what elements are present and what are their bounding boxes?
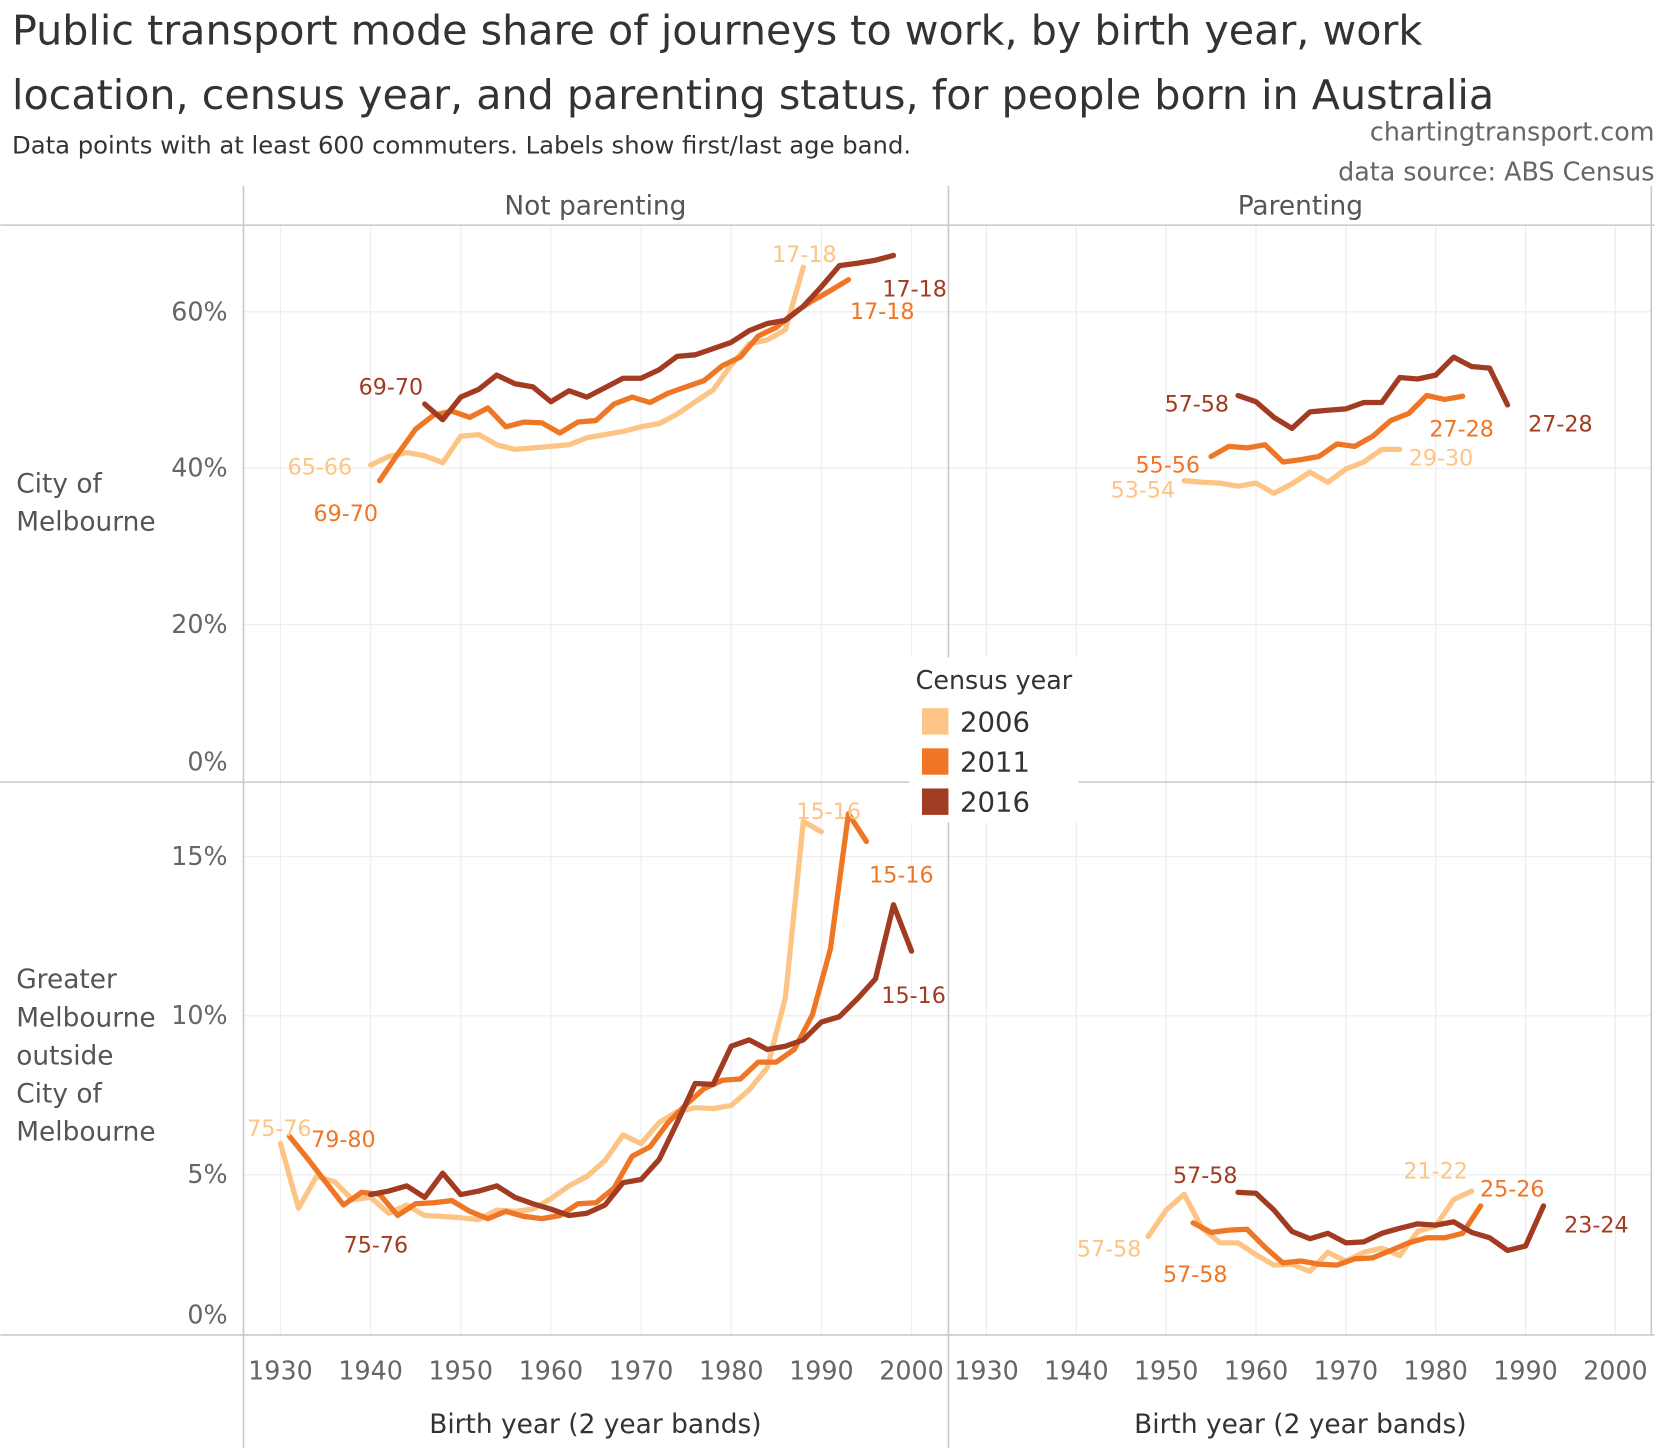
series-line-2006 (1181, 446, 1403, 496)
column-header-parenting: Parenting (1238, 191, 1363, 222)
axis-ticks: 1930 1940 1950 1960 1970 1980 1990 2000 1930 1940… (171, 296, 1647, 1385)
legend-swatch-2016 (922, 788, 949, 815)
legend-label-2011: 2011 (960, 747, 1030, 779)
x-tick-label: 1990 (1493, 1355, 1558, 1385)
series-line-2016 (367, 902, 915, 1219)
last-age-band-label: 15-16 (881, 983, 945, 1009)
first-age-band-label: 79-80 (311, 1127, 375, 1153)
last-age-band-label: 21-22 (1403, 1158, 1467, 1184)
y-tick-label: 10% (171, 1000, 227, 1030)
x-tick-label: 1940 (1044, 1355, 1109, 1385)
first-age-band-label: 55-56 (1136, 452, 1200, 478)
last-age-band-label: 15-16 (869, 863, 933, 889)
legend-label-2016: 2016 (960, 787, 1030, 819)
last-age-band-label: 23-24 (1564, 1212, 1628, 1238)
x-tick-label: 1980 (1403, 1355, 1468, 1385)
legend-title: Census year (916, 665, 1073, 695)
row-label-line: outside (16, 1040, 113, 1071)
first-age-band-label: 57-58 (1165, 391, 1229, 417)
y-tick-label: 40% (171, 453, 227, 483)
first-age-band-label: 69-70 (314, 501, 378, 527)
x-tick-label: 1930 (954, 1355, 1019, 1385)
x-axis-title-left: Birth year (2 year bands) (429, 1409, 761, 1440)
last-age-band-label: 27-28 (1429, 416, 1493, 442)
first-age-band-label: 57-58 (1077, 1237, 1141, 1263)
chart-subtitle: Data points with at least 600 commuters.… (12, 130, 911, 159)
series-line-2011 (376, 277, 852, 484)
row-label-line: Melbourne (16, 1002, 155, 1033)
first-age-band-label: 65-66 (288, 455, 352, 481)
x-tick-label: 1980 (699, 1355, 764, 1385)
credit-site: chartingtransport.com (1370, 117, 1655, 147)
series-line-2016 (422, 252, 897, 423)
series-line-2006 (367, 264, 806, 468)
x-axis-title-right: Birth year (2 year bands) (1134, 1409, 1466, 1440)
row-labels: City of Melbourne Greater Melbourne outside C… (16, 469, 155, 1148)
legend: Census year 2006 2011 2016 (909, 657, 1079, 823)
series-line-2016 (1235, 1189, 1547, 1254)
series-line-2016 (1235, 354, 1511, 432)
x-tick-label: 1930 (248, 1355, 313, 1385)
series-line-2011 (286, 811, 870, 1222)
x-tick-label: 1970 (609, 1355, 674, 1385)
row-label-line: Melbourne (16, 507, 155, 538)
series-lines (277, 252, 1547, 1275)
last-age-band-label: 27-28 (1528, 411, 1592, 437)
y-tick-label: 60% (171, 296, 227, 326)
x-tick-label: 2000 (879, 1355, 944, 1385)
gridlines (243, 225, 1652, 1335)
x-tick-label: 2000 (1583, 1355, 1648, 1385)
row-label-line: Melbourne (16, 1116, 155, 1147)
legend-label-2006: 2006 (960, 706, 1030, 738)
x-tick-label: 1960 (1224, 1355, 1289, 1385)
x-tick-label: 1950 (1134, 1355, 1199, 1385)
legend-swatch-2006 (922, 708, 949, 735)
x-tick-label: 1970 (1314, 1355, 1379, 1385)
first-age-band-label: 69-70 (359, 375, 423, 401)
y-tick-label: 20% (171, 609, 227, 639)
series-line-2011 (1208, 392, 1466, 465)
x-tick-label: 1960 (519, 1355, 584, 1385)
series-line-2011 (1190, 1203, 1484, 1268)
legend-swatch-2011 (922, 748, 949, 775)
y-tick-label: 0% (187, 1299, 227, 1329)
x-tick-label: 1990 (789, 1355, 854, 1385)
column-header-not-parenting: Not parenting (504, 191, 686, 222)
first-age-band-label: 53-54 (1111, 478, 1175, 504)
chart-title-line-1: Public transport mode share of journeys … (12, 6, 1422, 54)
chart-title-line-2: location, census year, and parenting sta… (12, 71, 1494, 119)
y-tick-label: 15% (171, 841, 227, 871)
row-label-line: City of (16, 469, 102, 500)
row-label-line: City of (16, 1078, 102, 1109)
x-tick-label: 1940 (338, 1355, 403, 1385)
first-age-band-label: 57-58 (1173, 1163, 1237, 1189)
last-age-band-label: 17-18 (882, 277, 946, 303)
y-tick-label: 0% (187, 747, 227, 777)
last-age-band-label: 25-26 (1480, 1176, 1544, 1202)
last-age-band-label: 15-16 (797, 799, 861, 825)
series-line-2006 (1145, 1188, 1475, 1275)
credit-source: data source: ABS Census (1338, 157, 1654, 187)
x-tick-label: 1950 (428, 1355, 493, 1385)
last-age-band-label: 29-30 (1409, 445, 1473, 471)
y-tick-label: 5% (187, 1159, 227, 1189)
first-age-band-label: 75-76 (344, 1233, 408, 1259)
row-label-line: Greater (16, 964, 117, 995)
first-age-band-label: 75-76 (247, 1116, 311, 1142)
first-age-band-label: 57-58 (1163, 1262, 1227, 1288)
series-line-2006 (277, 818, 825, 1223)
last-age-band-label: 17-18 (850, 299, 914, 325)
last-age-band-label: 17-18 (772, 242, 836, 268)
series-end-labels: 65-66 17-18 69-70 17-18 69-70 17-18 53-54 29-30… (247, 242, 1628, 1288)
